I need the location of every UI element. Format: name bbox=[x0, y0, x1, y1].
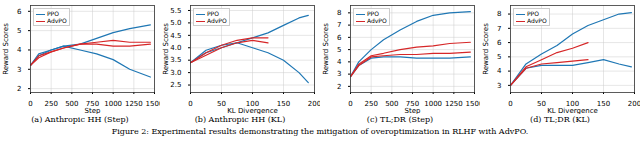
svg-text:6: 6 bbox=[497, 39, 502, 47]
svg-text:6: 6 bbox=[337, 34, 342, 42]
svg-text:2: 2 bbox=[17, 85, 21, 93]
svg-text:200: 200 bbox=[628, 100, 640, 108]
html-text:(d) TL;DR (KL): (d) TL;DR (KL) bbox=[530, 115, 590, 124]
svg-text:KL Divergence: KL Divergence bbox=[227, 107, 278, 115]
svg-text:1500: 1500 bbox=[466, 100, 480, 108]
svg-text:50: 50 bbox=[217, 100, 226, 108]
html-text:PPO: PPO bbox=[367, 10, 379, 17]
svg-text:Reward Scores: Reward Scores bbox=[162, 23, 170, 75]
svg-text:1000: 1000 bbox=[104, 100, 122, 108]
svg-text:500: 500 bbox=[65, 100, 78, 108]
svg-text:200: 200 bbox=[308, 100, 320, 108]
svg-text:5: 5 bbox=[497, 53, 501, 61]
html-text:(a) Anthropic HH (Step): (a) Anthropic HH (Step) bbox=[31, 115, 129, 124]
html-text:AdvPO: AdvPO bbox=[47, 17, 67, 24]
svg-text:4.5: 4.5 bbox=[170, 32, 181, 40]
html-text:PPO: PPO bbox=[527, 10, 539, 17]
svg-text:Step: Step bbox=[85, 107, 101, 115]
svg-text:1500: 1500 bbox=[146, 100, 160, 108]
svg-text:150: 150 bbox=[277, 100, 290, 108]
html-text:AdvPO: AdvPO bbox=[207, 17, 227, 24]
html-text:(b) Anthropic HH (KL): (b) Anthropic HH (KL) bbox=[194, 115, 286, 124]
svg-text:250: 250 bbox=[44, 100, 57, 108]
svg-text:Reward Scores: Reward Scores bbox=[482, 23, 490, 75]
svg-text:8: 8 bbox=[337, 9, 341, 17]
svg-text:1250: 1250 bbox=[125, 100, 143, 108]
svg-text:7: 7 bbox=[497, 25, 501, 33]
svg-text:3: 3 bbox=[17, 66, 21, 74]
svg-text:7: 7 bbox=[337, 21, 341, 29]
svg-text:750: 750 bbox=[85, 100, 100, 109]
svg-text:1250: 1250 bbox=[445, 100, 463, 108]
svg-text:0: 0 bbox=[348, 100, 352, 108]
svg-text:50: 50 bbox=[537, 100, 546, 108]
svg-text:Reward Scores: Reward Scores bbox=[2, 23, 10, 75]
svg-text:5.0: 5.0 bbox=[170, 19, 181, 27]
svg-text:Reward Scores: Reward Scores bbox=[322, 23, 330, 75]
svg-text:3.5: 3.5 bbox=[170, 56, 181, 64]
svg-text:750: 750 bbox=[405, 100, 420, 109]
svg-text:0: 0 bbox=[508, 100, 512, 108]
svg-text:250: 250 bbox=[364, 100, 377, 108]
svg-text:500: 500 bbox=[385, 100, 398, 108]
svg-text:2.5: 2.5 bbox=[170, 81, 181, 89]
html-text:PPO: PPO bbox=[47, 10, 59, 17]
svg-text:6: 6 bbox=[17, 8, 22, 16]
svg-text:4: 4 bbox=[17, 46, 22, 54]
svg-text:2: 2 bbox=[337, 83, 341, 91]
svg-text:100: 100 bbox=[245, 100, 260, 109]
svg-text:4.0: 4.0 bbox=[170, 44, 181, 52]
svg-text:0: 0 bbox=[28, 100, 32, 108]
html-text:PPO: PPO bbox=[207, 10, 219, 17]
svg-text:KL Divergence: KL Divergence bbox=[547, 107, 598, 115]
svg-text:5: 5 bbox=[337, 46, 341, 54]
svg-text:100: 100 bbox=[565, 100, 580, 109]
svg-text:1000: 1000 bbox=[424, 100, 442, 108]
svg-text:8: 8 bbox=[497, 10, 501, 18]
html-text:AdvPO: AdvPO bbox=[527, 17, 547, 24]
svg-text:3: 3 bbox=[497, 82, 501, 90]
svg-text:150: 150 bbox=[597, 100, 610, 108]
html-text:Figure 2: Experimental results: Figure 2: Experimental results demonstra… bbox=[111, 127, 529, 136]
svg-text:3: 3 bbox=[337, 70, 341, 78]
svg-text:Step: Step bbox=[405, 107, 421, 115]
html-text:(c) TL;DR (Step): (c) TL;DR (Step) bbox=[366, 115, 434, 124]
svg-text:3.0: 3.0 bbox=[170, 69, 181, 77]
svg-text:4: 4 bbox=[497, 67, 502, 75]
svg-text:5.5: 5.5 bbox=[170, 7, 181, 15]
html-text:AdvPO: AdvPO bbox=[367, 17, 387, 24]
svg-text:4: 4 bbox=[337, 58, 342, 66]
svg-text:0: 0 bbox=[188, 100, 192, 108]
svg-text:5: 5 bbox=[17, 27, 21, 35]
